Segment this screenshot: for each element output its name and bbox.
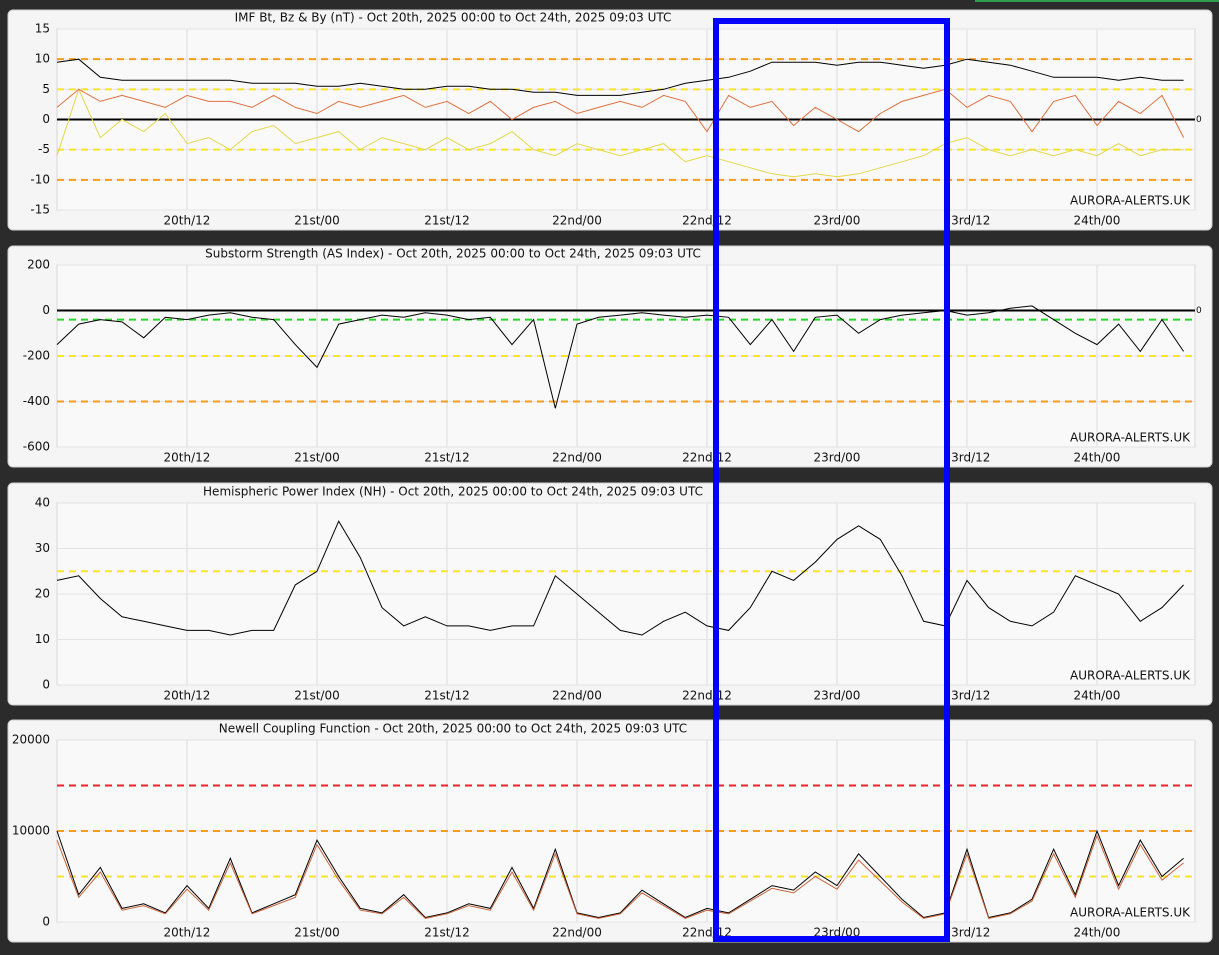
y-tick-label: 0: [42, 112, 50, 126]
x-tick-label: 23rd/12: [944, 689, 991, 703]
y-tick-label: 30: [35, 541, 50, 555]
x-tick-label: 20th/12: [164, 926, 211, 940]
data-line: [56, 829, 1184, 919]
x-tick-label: 22nd/00: [552, 689, 602, 703]
x-tick-label: 22nd/12: [682, 451, 732, 465]
watermark: AURORA-ALERTS.UK: [1070, 431, 1191, 445]
data-line: [56, 520, 1184, 636]
y-tick-label: 10: [35, 52, 50, 66]
data-line: [56, 58, 1184, 96]
watermark: AURORA-ALERTS.UK: [1070, 669, 1191, 683]
x-tick-label: 24th/00: [1074, 689, 1121, 703]
x-tick-label: 21st/00: [294, 451, 340, 465]
x-tick-label: 21st/12: [424, 689, 470, 703]
x-tick-label: 23rd/00: [814, 214, 861, 228]
y-tick-label: 0: [42, 678, 50, 692]
highlight-box: [713, 18, 950, 942]
x-tick-label: 23rd/12: [944, 926, 991, 940]
x-tick-label: 21st/12: [424, 214, 470, 228]
y-tick-label: 0: [42, 915, 50, 929]
x-tick-label: 24th/00: [1074, 451, 1121, 465]
watermark: AURORA-ALERTS.UK: [1070, 194, 1191, 208]
chart-title: Substorm Strength (AS Index) - Oct 20th,…: [205, 247, 701, 261]
x-tick-label: 22nd/00: [552, 451, 602, 465]
y2-tick-label: 0: [1196, 115, 1202, 125]
y-tick-label: 200: [27, 258, 50, 272]
x-tick-label: 21st/00: [294, 214, 340, 228]
x-tick-label: 23rd/00: [814, 689, 861, 703]
x-tick-label: 22nd/12: [682, 689, 732, 703]
x-tick-label: 20th/12: [164, 689, 211, 703]
y-tick-label: 15: [35, 22, 50, 36]
x-tick-label: 23rd/12: [944, 451, 991, 465]
x-tick-label: 20th/12: [164, 214, 211, 228]
y-tick-label: -5: [38, 142, 50, 156]
y-tick-label: -200: [23, 349, 50, 363]
x-tick-label: 24th/00: [1074, 926, 1121, 940]
x-tick-label: 22nd/00: [552, 926, 602, 940]
y-tick-label: 10: [35, 632, 50, 646]
x-tick-label: 22nd/00: [552, 214, 602, 228]
y2-tick-label: 0: [1196, 306, 1202, 316]
x-tick-label: 21st/00: [294, 926, 340, 940]
data-line: [56, 834, 1184, 919]
watermark: AURORA-ALERTS.UK: [1070, 906, 1191, 920]
y-tick-label: 20000: [12, 733, 50, 747]
chart-title: Hemispheric Power Index (NH) - Oct 20th,…: [203, 485, 703, 499]
y-tick-label: 40: [35, 496, 50, 510]
y-tick-label: -10: [30, 172, 50, 186]
x-tick-label: 23rd/00: [814, 451, 861, 465]
x-tick-label: 21st/12: [424, 926, 470, 940]
y-tick-label: -15: [30, 203, 50, 217]
y-tick-label: 20: [35, 587, 50, 601]
x-tick-label: 20th/12: [164, 451, 211, 465]
y-tick-label: -600: [23, 440, 50, 454]
data-line: [56, 305, 1185, 409]
y-tick-label: -400: [23, 394, 50, 408]
x-tick-label: 24th/00: [1074, 214, 1121, 228]
data-line: [56, 87, 1184, 178]
chart-title: IMF Bt, Bz & By (nT) - Oct 20th, 2025 00…: [235, 11, 672, 25]
x-tick-label: 21st/12: [424, 451, 470, 465]
x-tick-label: 21st/00: [294, 689, 340, 703]
data-line: [56, 88, 1185, 138]
x-tick-label: 22nd/12: [682, 214, 732, 228]
chart-title: Newell Coupling Function - Oct 20th, 202…: [219, 722, 687, 736]
x-tick-label: 23rd/12: [944, 214, 991, 228]
y-tick-label: 5: [42, 82, 50, 96]
y-tick-label: 10000: [12, 824, 50, 838]
panels: 20th/12 21st/00 21st/12 22nd/00 22nd/12 23rd/…: [7, 9, 1213, 943]
y-tick-label: 0: [42, 303, 50, 317]
